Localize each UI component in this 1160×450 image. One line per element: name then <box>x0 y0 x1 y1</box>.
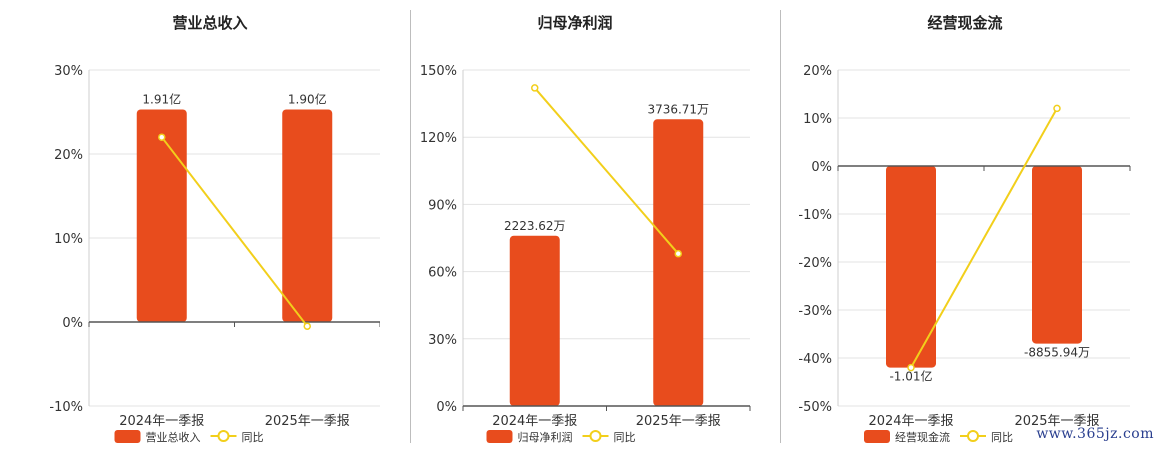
bar <box>886 166 936 368</box>
y-tick-label: 120% <box>420 131 457 146</box>
legend-bar-swatch <box>864 430 890 443</box>
yoy-point <box>303 322 311 330</box>
x-tick-label: 2025年一季报 <box>636 414 721 429</box>
y-tick-label: 0% <box>811 160 832 175</box>
yoy-point <box>907 363 915 372</box>
bar <box>136 109 187 322</box>
chart-title: 营业总收入 <box>172 14 247 32</box>
bar <box>509 235 560 406</box>
yoy-line <box>160 136 309 327</box>
legend-line-label: 同比 <box>991 431 1013 444</box>
net-profit-chart: 归母净利润 0% 30% 60% 90% 120% 150% 2223.62万 3736.71万… <box>420 14 751 444</box>
y-tick-label: 10% <box>54 232 83 247</box>
chart-title: 归母净利润 <box>537 14 612 32</box>
y-tick-label: -10% <box>49 400 83 415</box>
yoy-line <box>910 107 1058 369</box>
y-tick-label: -40% <box>798 352 832 367</box>
y-tick-label: 0% <box>62 316 83 331</box>
divider-left <box>410 10 411 443</box>
bar <box>282 109 333 322</box>
revenue-chart: 营业总收入 -10% 0% 10% 20% 30% 1.91亿 1.90亿 2024年一季报 20… <box>49 14 380 444</box>
y-tick-label: 30% <box>54 64 83 79</box>
y-tick-label: 150% <box>420 64 457 79</box>
bar-data-label: 3736.71万 <box>647 102 709 116</box>
legend-bar-label: 经营现金流 <box>895 430 950 444</box>
bar <box>653 119 704 406</box>
yoy-line <box>533 87 680 255</box>
y-tick-label: 10% <box>803 112 832 127</box>
bar <box>1032 166 1082 344</box>
legend-bar-swatch <box>114 430 141 443</box>
y-tick-label: -30% <box>798 304 832 319</box>
chart-panel-net-profit: 归母净利润 0% 30% 60% 90% 120% 150% 2223.62万 3736.71万… <box>400 0 780 450</box>
bar-data-label: 1.90亿 <box>288 91 327 106</box>
bar-data-label: 1.91亿 <box>142 91 181 106</box>
y-tick-label: 90% <box>428 198 457 213</box>
yoy-point <box>158 133 166 141</box>
y-tick-label: 30% <box>428 333 457 348</box>
divider-right <box>780 10 781 443</box>
y-tick-label: 60% <box>428 266 457 281</box>
yoy-point <box>531 84 539 92</box>
site-watermark: www.365jz.com <box>1036 426 1154 442</box>
y-tick-label: 20% <box>54 148 83 163</box>
bar-data-label: -1.01亿 <box>889 369 932 384</box>
legend-line-label: 同比 <box>242 431 264 444</box>
x-tick-label: 2025年一季报 <box>1014 414 1099 429</box>
chart-title: 经营现金流 <box>927 14 1002 32</box>
bar-data-label: -8855.94万 <box>1024 346 1090 360</box>
chart-panel-cash-flow: 经营现金流 -50% -40% -30% -20% -10% 0% 10% 20% -1.01亿 -… <box>780 0 1160 450</box>
y-tick-label: 0% <box>436 400 457 415</box>
legend-line-marker <box>589 430 602 442</box>
y-tick-label: 20% <box>803 64 832 79</box>
y-tick-label: -20% <box>798 256 832 271</box>
yoy-point <box>1053 104 1061 113</box>
x-tick-label: 2024年一季报 <box>492 414 577 429</box>
x-tick-label: 2024年一季报 <box>119 414 204 429</box>
y-tick-label: -10% <box>798 208 832 223</box>
legend-line-label: 同比 <box>614 431 636 444</box>
legend-line-marker <box>967 430 979 442</box>
x-tick-label: 2024年一季报 <box>868 414 953 429</box>
cash-flow-chart: 经营现金流 -50% -40% -30% -20% -10% 0% 10% 20% -1.01亿 -… <box>798 14 1131 444</box>
x-tick-label: 2025年一季报 <box>265 414 350 429</box>
legend-bar-label: 归母净利润 <box>518 430 573 444</box>
y-tick-label: -50% <box>798 400 832 415</box>
chart-panel-revenue: 营业总收入 -10% 0% 10% 20% 30% 1.91亿 1.90亿 2024年一季报 20… <box>0 0 380 450</box>
yoy-point <box>674 249 682 258</box>
legend-line-marker <box>217 430 230 442</box>
legend-bar-label: 营业总收入 <box>146 430 201 444</box>
legend-bar-swatch <box>486 430 513 443</box>
bar-data-label: 2223.62万 <box>504 219 566 233</box>
